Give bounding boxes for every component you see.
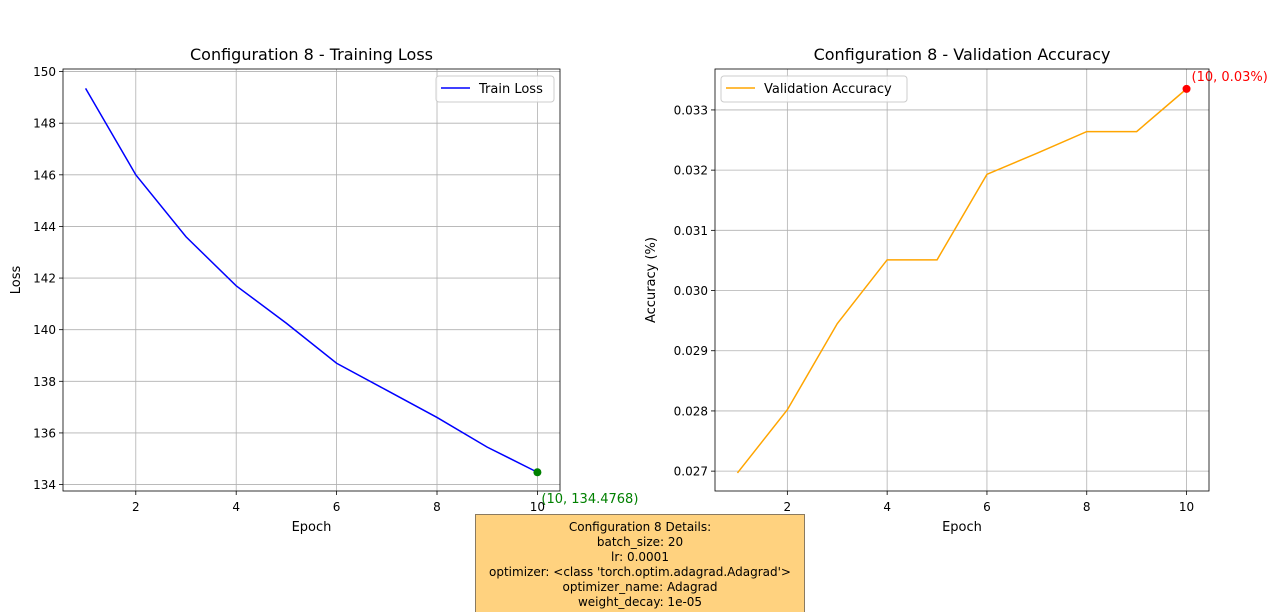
acc-highlight-label: (10, 0.03%) bbox=[1192, 70, 1268, 85]
loss-legend-box bbox=[435, 75, 555, 103]
acc-ytick-label: 0.027 bbox=[674, 465, 708, 479]
acc-ytick-label: 0.031 bbox=[674, 224, 708, 238]
loss-series-line bbox=[84, 87, 538, 473]
details-weight-decay: weight_decay: 1e-05 bbox=[577, 595, 703, 609]
acc-legend-label: Validation Accuracy bbox=[764, 82, 892, 97]
loss-legend-label: Train Loss bbox=[478, 82, 543, 97]
acc-xtick-label: 6 bbox=[983, 500, 991, 514]
loss-xtick-label: 6 bbox=[333, 500, 341, 514]
loss-ytick-label: 134 bbox=[33, 478, 56, 492]
loss-ytick-label: 150 bbox=[33, 65, 56, 79]
config-details-box: Configuration 8 Details: batch_size: 20 … bbox=[475, 514, 805, 612]
acc-ytick-label: 0.032 bbox=[674, 164, 708, 178]
acc-highlight-marker bbox=[1182, 84, 1191, 93]
loss-y-axis-label: Loss bbox=[9, 266, 24, 295]
loss-ytick-label: 142 bbox=[33, 272, 56, 286]
acc-ytick-label: 0.028 bbox=[674, 404, 708, 418]
details-batch-size: batch_size: 20 bbox=[596, 535, 684, 549]
acc-xtick-label: 8 bbox=[1083, 500, 1091, 514]
acc-ytick-label: 0.033 bbox=[674, 103, 708, 117]
acc-xtick-label: 2 bbox=[784, 500, 792, 514]
details-optimizer: optimizer: <class 'torch.optim.adagrad.A… bbox=[489, 565, 791, 579]
acc-x-axis-label: Epoch bbox=[942, 520, 982, 535]
loss-xtick-label: 4 bbox=[232, 500, 240, 514]
acc-legend-box bbox=[720, 75, 908, 103]
loss-ytick-label: 144 bbox=[33, 220, 56, 234]
loss-xtick-label: 8 bbox=[433, 500, 441, 514]
loss-ytick-label: 146 bbox=[33, 168, 56, 182]
loss-x-axis-label: Epoch bbox=[292, 520, 332, 535]
loss-axes-frame bbox=[62, 68, 561, 492]
loss-highlight-marker bbox=[533, 468, 542, 477]
loss-ytick-label: 138 bbox=[33, 375, 56, 389]
acc-xtick-label: 10 bbox=[1179, 500, 1194, 514]
loss-xtick-label: 10 bbox=[530, 500, 545, 514]
acc-chart-title: Configuration 8 - Validation Accuracy bbox=[814, 45, 1111, 64]
acc-series-line bbox=[736, 88, 1188, 474]
acc-axes-frame bbox=[714, 68, 1210, 492]
acc-ytick-label: 0.030 bbox=[674, 284, 708, 298]
loss-xtick-label: 2 bbox=[132, 500, 140, 514]
acc-xtick-label: 4 bbox=[883, 500, 891, 514]
details-lr: lr: 0.0001 bbox=[611, 550, 669, 564]
details-optimizer-name: optimizer_name: Adagrad bbox=[562, 580, 718, 594]
acc-ytick-label: 0.029 bbox=[674, 344, 708, 358]
loss-chart-title: Configuration 8 - Training Loss bbox=[190, 45, 433, 64]
loss-ytick-label: 148 bbox=[33, 117, 56, 131]
loss-ytick-label: 140 bbox=[33, 323, 56, 337]
loss-highlight-label: (10, 134.4768) bbox=[541, 492, 638, 507]
loss-ytick-label: 136 bbox=[33, 426, 56, 440]
details-heading: Configuration 8 Details: bbox=[568, 520, 712, 534]
acc-y-axis-label: Accuracy (%) bbox=[644, 237, 659, 323]
